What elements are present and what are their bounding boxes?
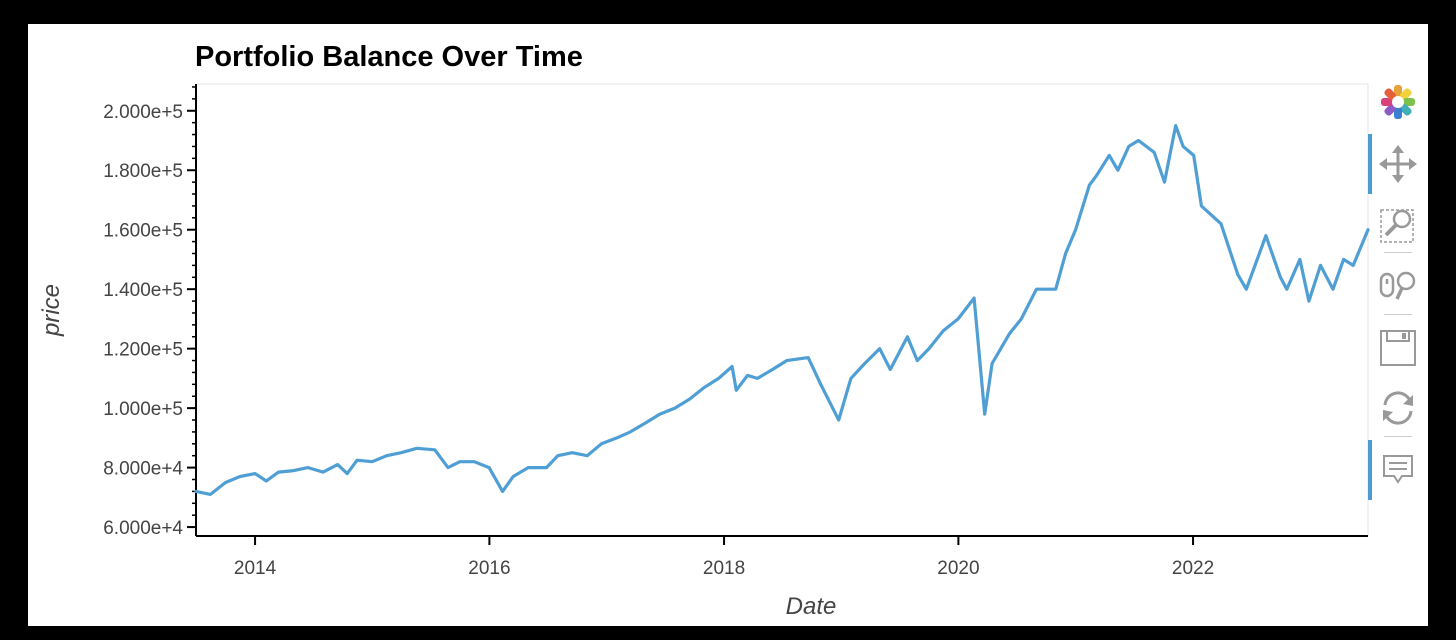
y-axis: 6.000e+4 8.000e+4 1.000e+5 1.200e+5 1.400e+5…	[103, 84, 197, 539]
pan-tool-active-indicator	[1368, 134, 1372, 194]
series-line-0[interactable]	[194, 123, 1370, 496]
toolbar-separator	[1384, 314, 1412, 315]
x-tick-label: 2020	[937, 558, 979, 579]
x-tick-label: 2018	[703, 558, 745, 579]
y-tick-label: 1.400e+5	[103, 280, 183, 301]
y-tick-label: 1.000e+5	[103, 399, 183, 420]
x-tick-label: 2022	[1172, 558, 1214, 579]
y-axis-label: price	[38, 284, 65, 337]
x-tick-label: 2014	[234, 558, 277, 579]
toolbar-separator	[1384, 252, 1412, 253]
y-tick-label: 1.200e+5	[103, 340, 183, 361]
y-tick-label: 6.000e+4	[103, 518, 183, 539]
reset-tool-icon[interactable]	[1378, 388, 1418, 428]
y-tick-label: 1.600e+5	[103, 221, 183, 242]
line-chart[interactable]: Portfolio Balance Over Time 6.000e+4 8.00…	[28, 24, 1428, 626]
box-zoom-tool-icon[interactable]	[1378, 204, 1418, 244]
wheel-zoom-tool-icon[interactable]	[1378, 266, 1418, 306]
chart-frame: Portfolio Balance Over Time 6.000e+4 8.00…	[28, 24, 1428, 626]
x-tick-label: 2016	[468, 558, 510, 579]
pan-tool-icon[interactable]	[1378, 144, 1418, 184]
hover-tool-icon[interactable]	[1378, 450, 1418, 490]
hover-tool-active-indicator	[1368, 440, 1372, 500]
y-tick-label: 2.000e+5	[103, 102, 183, 123]
series-layer	[194, 123, 1370, 496]
toolbar-separator	[1384, 436, 1412, 437]
y-tick-label: 8.000e+4	[103, 459, 183, 480]
x-axis-label: Date	[786, 593, 837, 620]
chart-title: Portfolio Balance Over Time	[195, 41, 583, 73]
x-axis: 2014 2016 2018 2020 2022	[196, 535, 1368, 579]
chart-toolbar	[1368, 80, 1428, 510]
y-tick-label: 1.800e+5	[103, 161, 183, 182]
save-tool-icon[interactable]	[1378, 328, 1418, 368]
bokeh-logo-icon[interactable]	[1378, 82, 1418, 122]
plot-area[interactable]	[195, 83, 1369, 537]
